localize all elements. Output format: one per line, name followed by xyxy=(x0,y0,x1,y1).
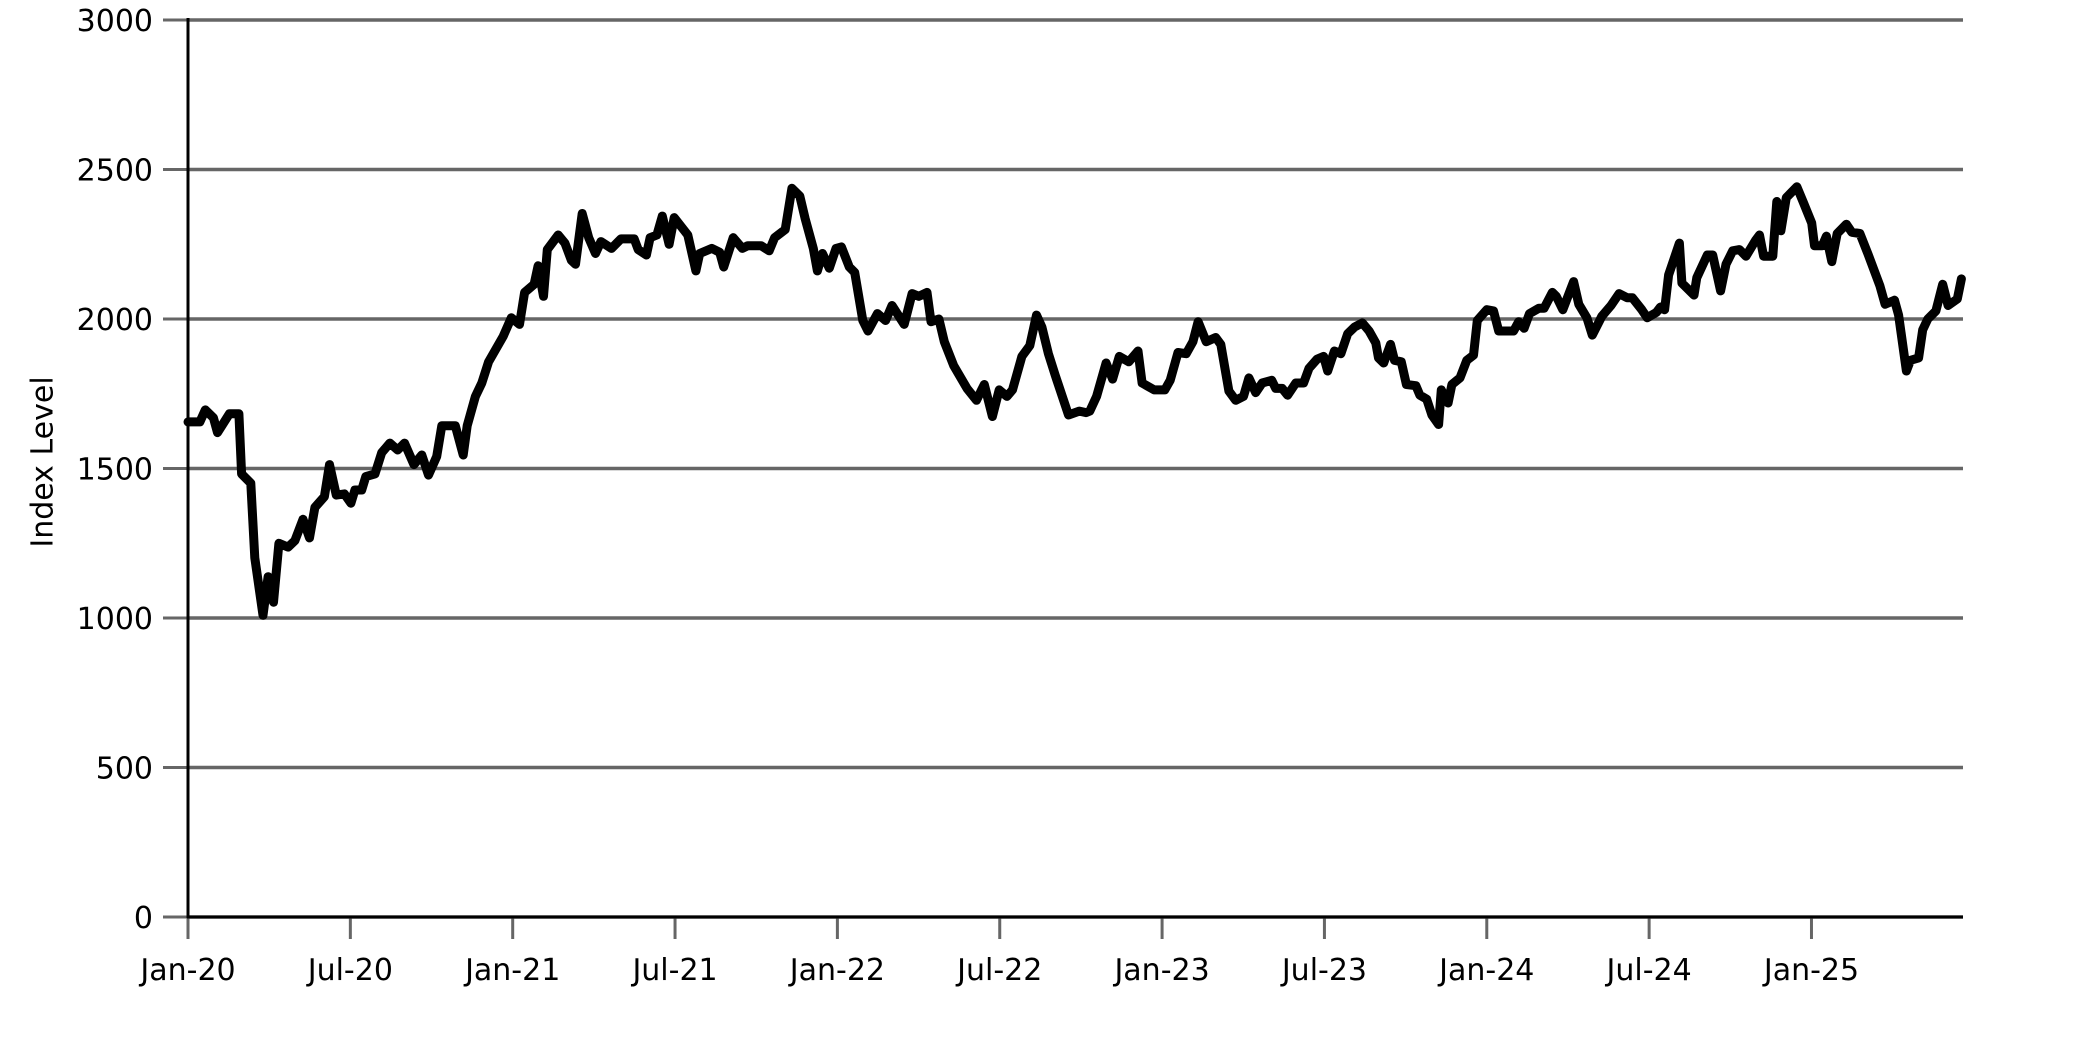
y-tick-label: 0 xyxy=(134,901,153,936)
x-tick-label: Jan-23 xyxy=(1112,953,1209,988)
x-tick-label: Jul-20 xyxy=(306,953,393,988)
y-tick-label: 3000 xyxy=(77,4,153,39)
y-tick-label: 1500 xyxy=(77,453,153,488)
x-tick-label: Jan-20 xyxy=(138,953,235,988)
y-tick-label: 500 xyxy=(96,752,153,787)
y-tick-label: 2000 xyxy=(77,303,153,338)
x-tick-label: Jul-23 xyxy=(1280,953,1367,988)
x-tick-label: Jul-22 xyxy=(955,953,1042,988)
x-tick-label: Jul-24 xyxy=(1605,953,1692,988)
x-tick-label: Jan-25 xyxy=(1762,953,1859,988)
x-tick-label: Jan-21 xyxy=(463,953,560,988)
y-tick-label: 2500 xyxy=(77,154,153,189)
line xyxy=(183,182,1966,620)
x-tick-label: Jan-22 xyxy=(788,953,885,988)
y-axis-title: Index Level xyxy=(26,376,61,547)
x-tick-label: Jul-21 xyxy=(630,953,717,988)
x-tick-label: Jan-24 xyxy=(1437,953,1534,988)
y-tick-label: 1000 xyxy=(77,602,153,637)
